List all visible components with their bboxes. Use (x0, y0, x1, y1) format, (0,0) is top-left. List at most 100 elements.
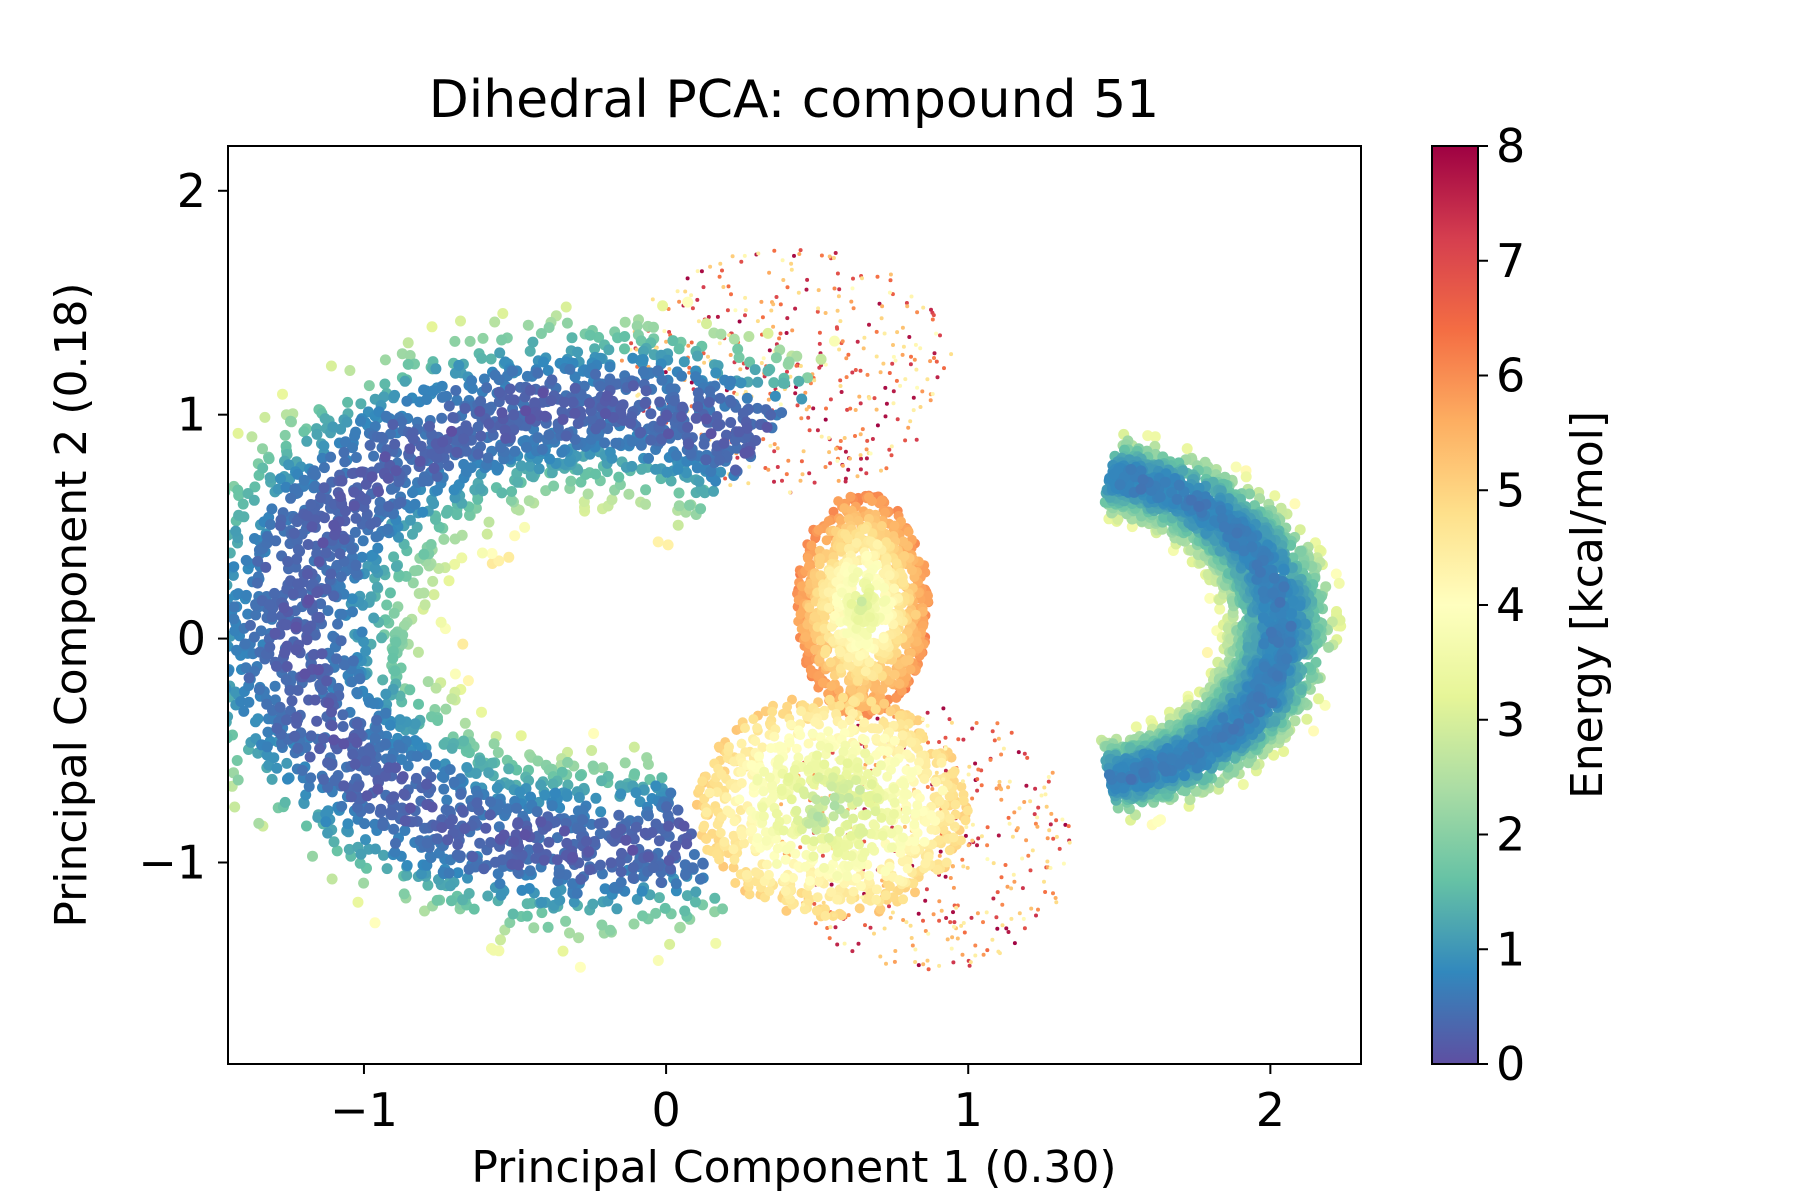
scatter-point (852, 675, 863, 686)
scatter-point (780, 886, 791, 896)
scatter-point (390, 561, 402, 572)
scatter-point (878, 633, 889, 644)
scatter-point (1050, 770, 1055, 775)
scatter-point (945, 813, 955, 824)
scatter-point (384, 587, 396, 599)
scatter-point (237, 498, 249, 510)
scatter-point (1063, 822, 1068, 827)
scatter-point (949, 946, 954, 951)
scatter-point (931, 912, 936, 917)
scatter-point (823, 465, 828, 469)
scatter-point (894, 745, 905, 756)
scatter-point (229, 801, 241, 813)
scatter-point (1294, 524, 1306, 536)
scatter-point (407, 577, 419, 589)
scatter-point (926, 967, 931, 972)
scatter-point (990, 729, 995, 734)
scatter-point (368, 612, 380, 624)
scatter-point (708, 264, 713, 269)
scatter-point (708, 485, 719, 497)
scatter-point (767, 270, 772, 275)
scatter-point (477, 332, 489, 344)
scatter-point (808, 851, 819, 862)
scatter-point (861, 346, 866, 351)
scatter-point (322, 827, 334, 839)
scatter-point (859, 456, 863, 461)
scatter-point (781, 905, 792, 916)
scatter-point (752, 723, 763, 733)
scatter-point (481, 528, 493, 540)
scatter-point (789, 261, 794, 266)
scatter-point (515, 730, 527, 742)
scatter-point (947, 717, 952, 722)
scatter-point (828, 772, 838, 783)
scatter-point (774, 741, 785, 752)
scatter-point (197, 720, 208, 731)
scatter-point (283, 459, 295, 471)
scatter-point (355, 398, 367, 410)
scatter-point (626, 460, 638, 472)
scatter-point (864, 447, 869, 452)
scatter-point (771, 808, 782, 819)
scatter-point (886, 828, 897, 839)
scatter-point (328, 836, 340, 848)
scatter-point (687, 370, 692, 375)
scatter-point (803, 764, 814, 775)
scatter-point (945, 937, 950, 942)
scatter-point (686, 343, 691, 348)
scatter-point (535, 328, 547, 339)
scatter-point (1289, 498, 1301, 510)
scatter-point (995, 926, 1000, 931)
scatter-point (865, 372, 870, 377)
scatter-point (991, 861, 996, 866)
scatter-point (228, 732, 233, 744)
scatter-point (969, 915, 974, 920)
scatter-point (805, 277, 810, 282)
scatter-point (789, 267, 794, 272)
scatter-point (393, 569, 405, 581)
scatter-point (1024, 783, 1029, 788)
scatter-point (376, 632, 388, 644)
scatter-point (298, 798, 310, 809)
scatter-point (468, 903, 480, 915)
scatter-point (912, 357, 917, 362)
scatter-point (697, 776, 708, 787)
scatter-point (1048, 866, 1053, 870)
scatter-point (596, 775, 608, 787)
scatter-point (888, 619, 899, 630)
scatter-point (509, 530, 521, 542)
scatter-point (757, 802, 768, 813)
scatter-point (854, 903, 865, 914)
scatter-point (845, 407, 850, 412)
scatter-point (1057, 846, 1062, 851)
scatter-point (848, 406, 853, 411)
scatter-point (889, 783, 900, 794)
scatter-point (835, 271, 840, 276)
scatter-point (997, 783, 1002, 788)
scatter-point (853, 408, 858, 412)
scatter-point (741, 869, 752, 880)
scatter-point (228, 589, 229, 594)
scatter-point (701, 834, 712, 844)
scatter-point (796, 393, 808, 405)
scatter-point (717, 903, 728, 915)
scatter-point (778, 331, 783, 336)
scatter-point (772, 843, 783, 854)
scatter-point (193, 548, 204, 559)
scatter-point (774, 295, 779, 299)
scatter-point (961, 864, 966, 869)
scatter-point (835, 326, 840, 331)
scatter-point (994, 915, 999, 920)
scatter-point (428, 498, 440, 510)
scatter-point (398, 888, 410, 900)
scatter-point (772, 479, 776, 484)
scatter-point (263, 453, 275, 465)
scatter-point (869, 682, 880, 693)
scatter-point (838, 746, 849, 757)
scatter-point (1308, 725, 1320, 737)
scatter-point (747, 464, 752, 469)
scatter-point (850, 370, 855, 375)
scatter-point (984, 910, 989, 915)
scatter-point (835, 942, 840, 947)
scatter-point (785, 285, 790, 290)
